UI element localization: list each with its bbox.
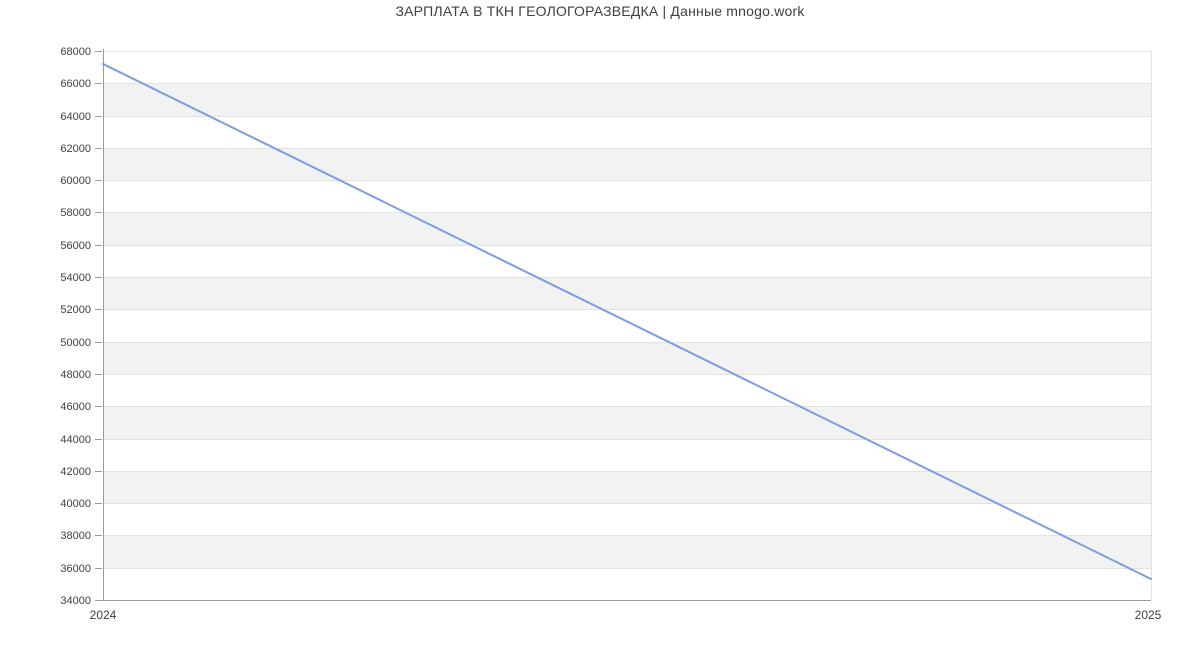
y-axis-label: 40000 [60, 498, 91, 510]
chart-title: ЗАРПЛАТА В ТКН ГЕОЛОГОРАЗВЕДКА | Данные … [395, 3, 805, 19]
y-axis-label: 56000 [60, 240, 91, 252]
y-axis-label: 52000 [60, 304, 91, 316]
y-axis-label: 34000 [60, 595, 91, 607]
plot-band [103, 83, 1151, 116]
y-axis-label: 44000 [60, 434, 91, 446]
x-axis-label: 2024 [90, 608, 117, 622]
y-axis-label: 58000 [60, 207, 91, 219]
y-axis-label: 54000 [60, 272, 91, 284]
plot-band [103, 148, 1151, 180]
y-axis-label: 66000 [60, 78, 91, 90]
plot-band [103, 277, 1151, 309]
y-axis-label: 46000 [60, 401, 91, 413]
y-axis-label: 48000 [60, 369, 91, 381]
salary-series-line [102, 62, 1152, 581]
plot-band [103, 535, 1151, 568]
y-axis-label: 42000 [60, 466, 91, 478]
y-axis-label: 62000 [60, 143, 91, 155]
y-axis-label: 36000 [60, 563, 91, 575]
y-axis-label: 68000 [60, 46, 91, 58]
y-axis-label: 50000 [60, 337, 91, 349]
plot-band [103, 342, 1151, 374]
y-axis-label: 64000 [60, 111, 91, 123]
plot-band [103, 212, 1151, 245]
plot-band [103, 471, 1151, 503]
x-axis-label: 2025 [1135, 608, 1162, 622]
y-axis-label: 60000 [60, 175, 91, 187]
plot-band [103, 406, 1151, 439]
y-axis-label: 38000 [60, 530, 91, 542]
